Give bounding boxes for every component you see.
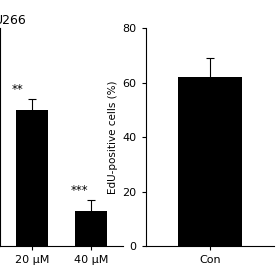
Bar (16, 110, 48, 246)
Bar (178, 77, 242, 246)
Text: **: ** (12, 83, 24, 96)
Bar (75, 211, 107, 246)
Text: U266: U266 (0, 14, 27, 27)
Y-axis label: EdU-positive cells (%): EdU-positive cells (%) (108, 80, 118, 194)
Text: ***: *** (70, 184, 88, 197)
